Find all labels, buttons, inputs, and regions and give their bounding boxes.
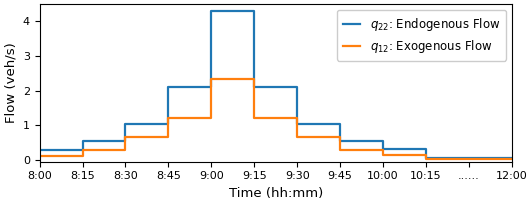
$q_{12}$: Exogenous Flow: (7, 0.27): Exogenous Flow: (7, 0.27)	[337, 149, 343, 152]
$q_{22}$: Endogenous Flow: (9, 0.05): Endogenous Flow: (9, 0.05)	[423, 157, 429, 159]
$q_{22}$: Endogenous Flow: (3, 2.1): Endogenous Flow: (3, 2.1)	[165, 86, 172, 88]
$q_{22}$: Endogenous Flow: (2, 0.55): Endogenous Flow: (2, 0.55)	[122, 140, 129, 142]
$q_{22}$: Endogenous Flow: (8, 0.3): Endogenous Flow: (8, 0.3)	[380, 148, 386, 151]
$q_{22}$: Endogenous Flow: (4, 4.3): Endogenous Flow: (4, 4.3)	[208, 10, 214, 12]
$q_{22}$: Endogenous Flow: (6, 2.1): Endogenous Flow: (6, 2.1)	[294, 86, 301, 88]
$q_{12}$: Exogenous Flow: (3, 0.65): Exogenous Flow: (3, 0.65)	[165, 136, 172, 139]
$q_{12}$: Exogenous Flow: (7, 0.65): Exogenous Flow: (7, 0.65)	[337, 136, 343, 139]
Line: $q_{12}$: Exogenous Flow: $q_{12}$: Exogenous Flow	[39, 79, 512, 159]
$q_{12}$: Exogenous Flow: (4, 2.35): Exogenous Flow: (4, 2.35)	[208, 77, 214, 80]
Line: $q_{22}$: Endogenous Flow: $q_{22}$: Endogenous Flow	[39, 11, 512, 158]
$q_{22}$: Endogenous Flow: (7, 0.55): Endogenous Flow: (7, 0.55)	[337, 140, 343, 142]
$q_{22}$: Endogenous Flow: (1, 0.55): Endogenous Flow: (1, 0.55)	[79, 140, 86, 142]
$q_{12}$: Exogenous Flow: (3, 1.2): Exogenous Flow: (3, 1.2)	[165, 117, 172, 120]
$q_{22}$: Endogenous Flow: (5, 2.1): Endogenous Flow: (5, 2.1)	[251, 86, 257, 88]
$q_{22}$: Endogenous Flow: (7, 1.05): Endogenous Flow: (7, 1.05)	[337, 122, 343, 125]
$q_{22}$: Endogenous Flow: (8, 0.55): Endogenous Flow: (8, 0.55)	[380, 140, 386, 142]
$q_{22}$: Endogenous Flow: (2, 1.05): Endogenous Flow: (2, 1.05)	[122, 122, 129, 125]
$q_{12}$: Exogenous Flow: (2, 0.27): Exogenous Flow: (2, 0.27)	[122, 149, 129, 152]
$q_{12}$: Exogenous Flow: (0, 0.1): Exogenous Flow: (0, 0.1)	[36, 155, 43, 158]
$q_{22}$: Endogenous Flow: (5, 4.3): Endogenous Flow: (5, 4.3)	[251, 10, 257, 12]
$q_{22}$: Endogenous Flow: (11, 0.05): Endogenous Flow: (11, 0.05)	[509, 157, 515, 159]
$q_{12}$: Exogenous Flow: (9, 0.03): Exogenous Flow: (9, 0.03)	[423, 157, 429, 160]
$q_{12}$: Exogenous Flow: (11, 0.03): Exogenous Flow: (11, 0.03)	[509, 157, 515, 160]
$q_{12}$: Exogenous Flow: (2, 0.65): Exogenous Flow: (2, 0.65)	[122, 136, 129, 139]
$q_{22}$: Endogenous Flow: (10, 0.05): Endogenous Flow: (10, 0.05)	[466, 157, 472, 159]
$q_{12}$: Exogenous Flow: (8, 0.27): Exogenous Flow: (8, 0.27)	[380, 149, 386, 152]
$q_{22}$: Endogenous Flow: (4, 2.1): Endogenous Flow: (4, 2.1)	[208, 86, 214, 88]
$q_{12}$: Exogenous Flow: (8, 0.14): Exogenous Flow: (8, 0.14)	[380, 154, 386, 156]
$q_{22}$: Endogenous Flow: (9, 0.3): Endogenous Flow: (9, 0.3)	[423, 148, 429, 151]
$q_{12}$: Exogenous Flow: (10, 0.03): Exogenous Flow: (10, 0.03)	[466, 157, 472, 160]
$q_{22}$: Endogenous Flow: (6, 1.05): Endogenous Flow: (6, 1.05)	[294, 122, 301, 125]
$q_{12}$: Exogenous Flow: (6, 1.2): Exogenous Flow: (6, 1.2)	[294, 117, 301, 120]
$q_{12}$: Exogenous Flow: (9, 0.14): Exogenous Flow: (9, 0.14)	[423, 154, 429, 156]
$q_{22}$: Endogenous Flow: (0, 0.27): Endogenous Flow: (0, 0.27)	[36, 149, 43, 152]
$q_{22}$: Endogenous Flow: (11, 0.05): Endogenous Flow: (11, 0.05)	[509, 157, 515, 159]
$q_{12}$: Exogenous Flow: (1, 0.1): Exogenous Flow: (1, 0.1)	[79, 155, 86, 158]
Y-axis label: Flow (veh/s): Flow (veh/s)	[4, 42, 17, 123]
$q_{12}$: Exogenous Flow: (5, 1.2): Exogenous Flow: (5, 1.2)	[251, 117, 257, 120]
$q_{12}$: Exogenous Flow: (10, 0.03): Exogenous Flow: (10, 0.03)	[466, 157, 472, 160]
$q_{22}$: Endogenous Flow: (1, 0.27): Endogenous Flow: (1, 0.27)	[79, 149, 86, 152]
$q_{22}$: Endogenous Flow: (3, 1.05): Endogenous Flow: (3, 1.05)	[165, 122, 172, 125]
$q_{22}$: Endogenous Flow: (10, 0.05): Endogenous Flow: (10, 0.05)	[466, 157, 472, 159]
$q_{12}$: Exogenous Flow: (11, 0.03): Exogenous Flow: (11, 0.03)	[509, 157, 515, 160]
Legend: $q_{22}$: Endogenous Flow, $q_{12}$: Exogenous Flow: $q_{22}$: Endogenous Flow, $q_{12}$: Exo…	[337, 10, 506, 61]
$q_{12}$: Exogenous Flow: (1, 0.27): Exogenous Flow: (1, 0.27)	[79, 149, 86, 152]
$q_{12}$: Exogenous Flow: (6, 0.65): Exogenous Flow: (6, 0.65)	[294, 136, 301, 139]
$q_{12}$: Exogenous Flow: (4, 1.2): Exogenous Flow: (4, 1.2)	[208, 117, 214, 120]
$q_{12}$: Exogenous Flow: (5, 2.35): Exogenous Flow: (5, 2.35)	[251, 77, 257, 80]
X-axis label: Time (hh:mm): Time (hh:mm)	[229, 187, 323, 200]
